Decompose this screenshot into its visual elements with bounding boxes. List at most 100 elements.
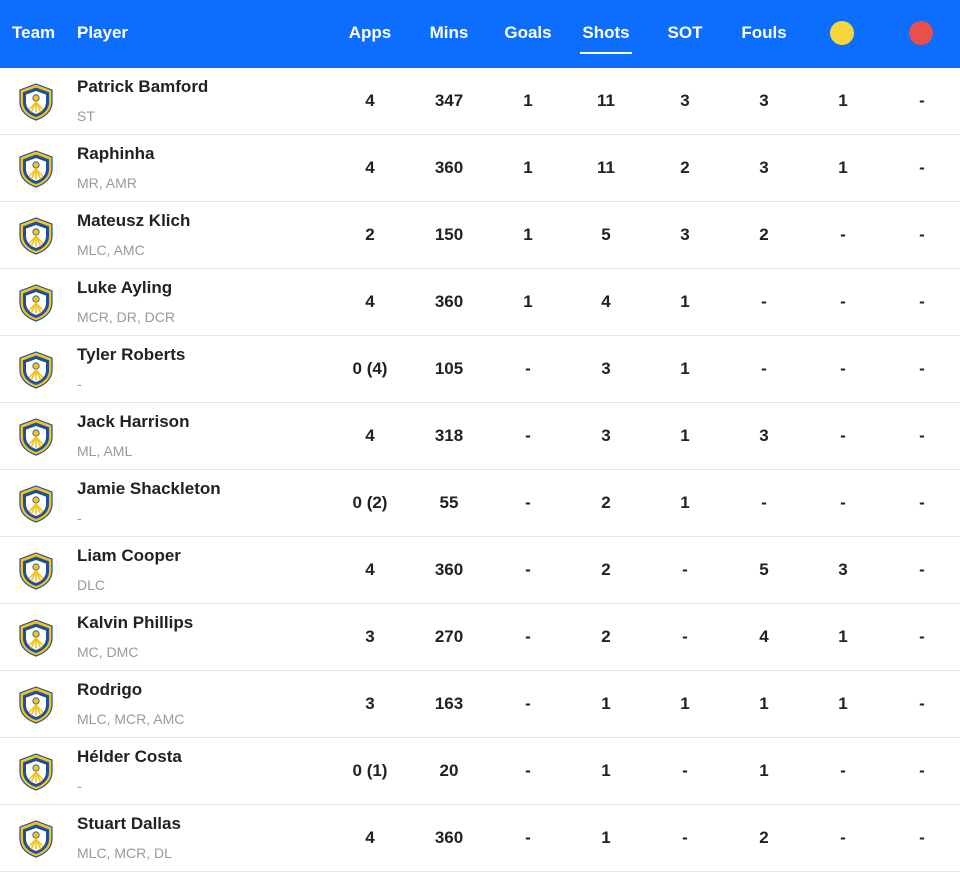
red-cards-cell: - <box>919 292 925 311</box>
sot-cell: - <box>682 761 688 780</box>
shots-cell: 11 <box>597 158 615 177</box>
sot-cell: 3 <box>680 91 690 110</box>
column-header-mins[interactable]: Mins <box>429 23 469 42</box>
fouls-cell: 3 <box>759 91 769 110</box>
table-row[interactable]: Luke Ayling MCR, DR, DCR 4 360 1 4 1 - - - <box>0 269 960 336</box>
apps-cell: 4 <box>365 91 375 110</box>
mins-cell: 360 <box>434 560 464 579</box>
table-row[interactable]: Patrick Bamford ST 4 347 1 11 3 3 1- <box>0 68 960 135</box>
fouls-cell: 5 <box>759 560 769 579</box>
goals-cell: - <box>525 828 531 847</box>
player-positions: - <box>77 376 82 392</box>
shots-cell: 1 <box>601 828 611 847</box>
shots-cell: 2 <box>601 493 611 512</box>
yellow-cards-cell: 1 <box>838 91 848 110</box>
fouls-cell: 2 <box>759 828 769 847</box>
leeds-united-crest-icon <box>18 485 54 523</box>
yellow-cards-cell: 3 <box>838 560 848 579</box>
red-cards-cell: - <box>919 225 925 244</box>
player-name-link[interactable]: Luke Ayling <box>77 278 173 297</box>
column-header-sot[interactable]: SOT <box>667 23 703 42</box>
table-row[interactable]: Rodrigo MLC, MCR, AMC 3 163 - 1 1 1 1 - <box>0 671 960 738</box>
shots-cell: 2 <box>601 560 611 579</box>
apps-cell: 3 <box>365 694 375 713</box>
leeds-united-crest-icon <box>18 418 54 456</box>
column-header-yellow-card-icon[interactable] <box>830 21 854 45</box>
mins-cell: 318 <box>434 426 464 445</box>
yellow-cards-cell: - <box>840 359 846 378</box>
player-name-link[interactable]: Liam Cooper <box>77 546 181 565</box>
player-name-link[interactable]: Tyler Roberts <box>77 345 186 364</box>
fouls-cell: - <box>761 292 767 311</box>
mins-cell: 105 <box>434 359 464 378</box>
shots-cell: 1 <box>601 694 611 713</box>
column-header-player[interactable]: Player <box>77 23 129 42</box>
column-header-team[interactable]: Team <box>12 23 56 42</box>
yellow-cards-cell: - <box>840 828 846 847</box>
apps-cell: 0 (4) <box>352 359 388 378</box>
goals-cell: - <box>525 359 531 378</box>
sot-cell: - <box>682 828 688 847</box>
goals-cell: 1 <box>523 292 533 311</box>
player-name-link[interactable]: Stuart Dallas <box>77 814 181 833</box>
table-row[interactable]: Liam Cooper DLC 4 360 - 2 - 5 3 - <box>0 537 960 604</box>
apps-cell: 0 (2) <box>352 493 388 512</box>
table-row[interactable]: Stuart Dallas MLC, MCR, DL 4 360 - 1 - 2 - - <box>0 805 960 872</box>
player-name-link[interactable]: Mateusz Klich <box>77 211 191 230</box>
column-header-fouls[interactable]: Fouls <box>741 23 787 42</box>
red-cards-cell: - <box>919 426 925 445</box>
leeds-united-crest-icon <box>18 619 54 657</box>
sot-cell: 1 <box>680 426 690 445</box>
goals-cell: - <box>525 426 531 445</box>
red-cards-cell: - <box>919 493 925 512</box>
sot-cell: 1 <box>680 694 690 713</box>
player-name-link[interactable]: Kalvin Phillips <box>77 613 194 632</box>
mins-cell: 360 <box>434 292 464 311</box>
player-name-link[interactable]: Jack Harrison <box>77 412 190 431</box>
leeds-united-crest-icon <box>18 150 54 188</box>
player-name-link[interactable]: Rodrigo <box>77 680 143 699</box>
stats-table-header: Team Player Apps Mins Goals Shots SOT Fo… <box>0 0 960 68</box>
shots-cell: 11 <box>597 91 615 110</box>
yellow-cards-cell: 1 <box>838 694 848 713</box>
table-row[interactable]: Tyler Roberts - 0 (4) 105 - 3 1 - - - <box>0 336 960 403</box>
red-cards-cell: - <box>919 91 925 110</box>
apps-cell: 0 (1) <box>352 761 388 780</box>
apps-cell: 4 <box>365 426 375 445</box>
apps-cell: 4 <box>365 158 375 177</box>
goals-cell: 1 <box>523 225 533 244</box>
table-row[interactable]: Kalvin Phillips MC, DMC 3 270 - 2 - 4 1 - <box>0 604 960 671</box>
sot-cell: 1 <box>680 292 690 311</box>
sot-cell: 2 <box>680 158 690 177</box>
player-name-link[interactable]: Patrick Bamford <box>77 77 209 96</box>
player-name-link[interactable]: Hélder Costa <box>77 747 182 766</box>
column-header-shots[interactable]: Shots <box>580 0 632 68</box>
sot-cell: 1 <box>680 359 690 378</box>
yellow-cards-cell: - <box>840 225 846 244</box>
apps-cell: 4 <box>365 292 375 311</box>
table-row[interactable]: Mateusz Klich MLC, AMC 2 150 1 5 3 2 - - <box>0 202 960 269</box>
column-header-goals[interactable]: Goals <box>504 23 552 42</box>
column-header-red-card-icon[interactable] <box>909 21 933 45</box>
table-row[interactable]: Hélder Costa - 0 (1) 20 - 1 - 1 - - <box>0 738 960 805</box>
red-cards-cell: - <box>919 761 925 780</box>
goals-cell: - <box>525 493 531 512</box>
player-positions: MLC, AMC <box>77 242 145 258</box>
table-row[interactable]: Raphinha MR, AMR 4 360 1 11 2 3 1- <box>0 135 960 202</box>
player-positions: ML, AML <box>77 443 133 459</box>
player-name-link[interactable]: Jamie Shackleton <box>77 479 221 498</box>
mins-cell: 347 <box>434 91 464 110</box>
leeds-united-crest-icon <box>18 351 54 389</box>
column-header-apps[interactable]: Apps <box>348 23 392 42</box>
player-stats-table: Patrick Bamford ST 4 347 1 11 3 3 1- Raphinha MR,… <box>0 68 960 872</box>
goals-cell: 1 <box>523 158 533 177</box>
red-cards-cell: - <box>919 694 925 713</box>
table-row[interactable]: Jamie Shackleton - 0 (2) 55 - 2 1 - - - <box>0 470 960 537</box>
goals-cell: 1 <box>523 91 533 110</box>
table-row[interactable]: Jack Harrison ML, AML 4 318 - 3 1 3 - - <box>0 403 960 470</box>
player-name-link[interactable]: Raphinha <box>77 144 155 163</box>
mins-cell: 163 <box>434 694 464 713</box>
player-positions: MLC, MCR, DL <box>77 845 172 861</box>
shots-cell: 3 <box>601 426 611 445</box>
player-positions: MLC, MCR, AMC <box>77 711 185 727</box>
